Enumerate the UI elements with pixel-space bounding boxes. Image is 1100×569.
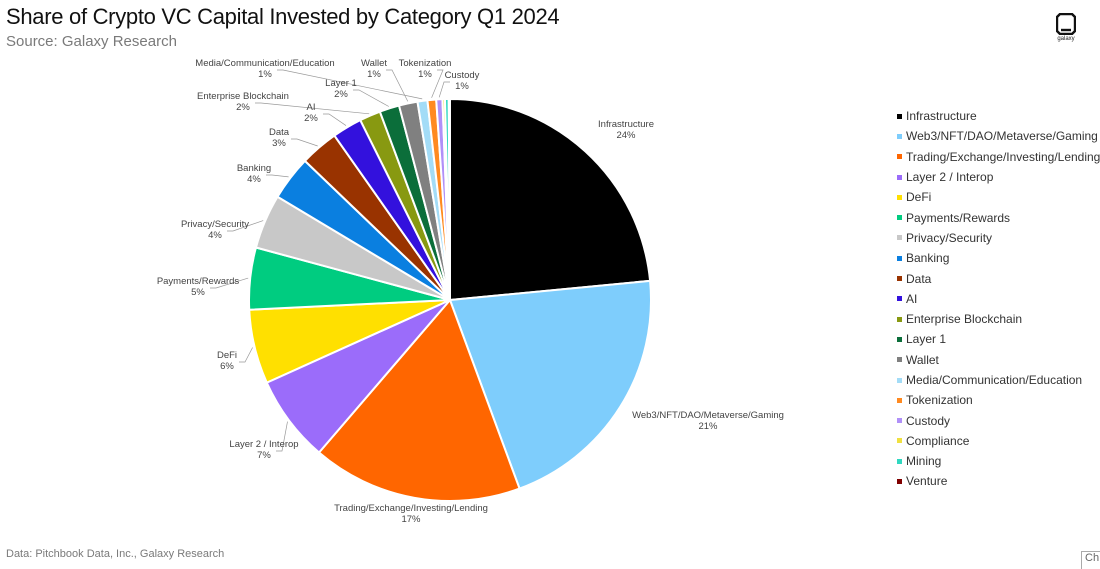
leader-line-privacy-security [227, 220, 264, 232]
legend-item-compliance[interactable]: Compliance [897, 431, 1100, 451]
legend-item-enterprise-blockchain[interactable]: Enterprise Blockchain [897, 309, 1100, 329]
leader-line-banking [266, 174, 289, 178]
legend-label: Venture [906, 474, 948, 489]
legend-swatch [897, 418, 902, 424]
legend-swatch [897, 174, 902, 180]
legend-label: DeFi [906, 190, 932, 205]
legend-label: Privacy/Security [906, 230, 993, 245]
legend-item-wallet[interactable]: Wallet [897, 350, 1100, 370]
data-label-defi: DeFi 6% [217, 350, 237, 372]
legend-label: Mining [906, 454, 942, 469]
data-label-enterprise-blockchain: Enterprise Blockchain 2% [197, 91, 289, 113]
legend-swatch [897, 478, 902, 484]
leader-line-custody [438, 81, 450, 98]
legend-label: Media/Communication/Education [906, 373, 1083, 387]
legend-swatch [897, 316, 902, 322]
chart-subtitle: Source: Galaxy Research [6, 33, 177, 50]
legend-item-venture[interactable]: Venture [897, 471, 1100, 491]
legend-item-custody[interactable]: Custody [897, 410, 1100, 430]
legend-label: Enterprise Blockchain [906, 312, 1023, 327]
legend-swatch [897, 133, 902, 139]
legend-label: Custody [906, 413, 951, 428]
legend-item-trading-exchange-investing-lending[interactable]: Trading/Exchange/Investing/Lending [897, 147, 1100, 167]
legend-swatch [897, 194, 902, 200]
data-label-layer-2-interop: Layer 2 / Interop 7% [229, 439, 298, 461]
legend-swatch [897, 357, 902, 363]
legend-item-layer-1[interactable]: Layer 1 [897, 329, 1100, 349]
data-label-privacy-security: Privacy/Security 4% [181, 219, 249, 241]
legend-swatch [897, 397, 902, 403]
data-label-payments-rewards: Payments/Rewards 5% [157, 276, 240, 298]
legend-label: Payments/Rewards [906, 210, 1011, 225]
legend-item-infrastructure[interactable]: Infrastructure [897, 106, 1100, 126]
legend-item-ai[interactable]: AI [897, 289, 1100, 309]
data-label-media-communication-education: Media/Communication/Education 1% [195, 58, 334, 80]
legend-item-layer-2-interop[interactable]: Layer 2 / Interop [897, 167, 1100, 187]
pie-slice-trading-exchange-investing-lending[interactable] [317, 298, 521, 502]
legend-label: Data [906, 271, 932, 286]
leader-line-layer-1 [353, 89, 389, 107]
pie-slice-infrastructure[interactable] [449, 97, 652, 302]
legend-swatch [897, 458, 902, 464]
pie-slice-web3-nft-dao-metaverse-gaming[interactable] [448, 279, 652, 490]
chart-title: Share of Crypto VC Capital Invested by C… [6, 4, 560, 29]
data-label-data: Data 3% [269, 127, 290, 149]
legend-label: Layer 2 / Interop [906, 170, 994, 185]
legend-swatch [897, 336, 902, 342]
legend-item-payments-rewards[interactable]: Payments/Rewards [897, 207, 1100, 227]
legend-label: Trading/Exchange/Investing/Lending [906, 149, 1100, 164]
legend-item-data[interactable]: Data [897, 268, 1100, 288]
data-label-wallet: Wallet 1% [361, 58, 387, 80]
data-label-infrastructure: Infrastructure 24% [598, 119, 654, 141]
data-label-banking: Banking 4% [237, 163, 271, 185]
data-label-custody: Custody 1% [445, 70, 480, 92]
legend-item-privacy-security[interactable]: Privacy/Security [897, 228, 1100, 248]
leader-line-layer-2-interop [276, 421, 288, 452]
legend-label: Infrastructure [906, 109, 977, 124]
leader-line-payments-rewards [210, 277, 249, 289]
legend-swatch [897, 154, 902, 160]
legend-item-web3-nft-dao-metaverse-gaming[interactable]: Web3/NFT/DAO/Metaverse/Gaming [897, 126, 1100, 146]
legend-swatch [897, 255, 902, 261]
corner-tab[interactable]: Ch [1081, 551, 1100, 569]
leader-line-defi [239, 347, 253, 363]
leader-line-ai [323, 113, 347, 126]
legend-label: AI [906, 291, 918, 306]
chart-legend: Infrastructure Web3/NFT/DAO/Metaverse/Gam… [897, 106, 1100, 492]
legend-swatch [897, 215, 902, 221]
data-label-layer-1: Layer 1 2% [325, 78, 357, 100]
leader-line-wallet [386, 69, 409, 102]
data-label-web3-nft-dao-metaverse-gaming: Web3/NFT/DAO/Metaverse/Gaming 21% [632, 410, 784, 432]
legend-label: Wallet [906, 352, 939, 367]
data-label-tokenization: Tokenization 1% [399, 58, 452, 80]
legend-item-defi[interactable]: DeFi [897, 187, 1100, 207]
galaxy-logo: galaxy [1052, 13, 1080, 42]
data-label-trading-exchange-investing-lending: Trading/Exchange/Investing/Lending 17% [334, 503, 488, 525]
legend-swatch [897, 276, 902, 282]
legend-item-media-communication-education[interactable]: Media/Communication/Education [897, 370, 1100, 390]
legend-item-mining[interactable]: Mining [897, 451, 1100, 471]
pie-slice-venture[interactable] [447, 97, 451, 301]
legend-swatch [897, 438, 902, 444]
legend-label: Compliance [906, 433, 970, 448]
data-source-note: Data: Pitchbook Data, Inc., Galaxy Resea… [6, 548, 225, 560]
legend-swatch [897, 377, 902, 383]
legend-swatch [897, 235, 902, 241]
legend-swatch [897, 296, 902, 302]
galaxy-logo-icon [1056, 13, 1076, 35]
galaxy-logo-text: galaxy [1057, 36, 1075, 42]
legend-label: Tokenization [906, 393, 973, 408]
leader-line-tokenization [431, 69, 444, 98]
legend-item-tokenization[interactable]: Tokenization [897, 390, 1100, 410]
leader-line-data [291, 138, 318, 147]
legend-swatch [897, 113, 902, 119]
leader-line-media-communication-education [277, 69, 423, 100]
legend-item-banking[interactable]: Banking [897, 248, 1100, 268]
leader-line-enterprise-blockchain [255, 102, 370, 115]
legend-label: Layer 1 [906, 332, 947, 347]
data-label-ai: AI 2% [304, 102, 318, 124]
legend-label: Web3/NFT/DAO/Metaverse/Gaming [906, 129, 1098, 144]
legend-label: Banking [906, 251, 950, 266]
